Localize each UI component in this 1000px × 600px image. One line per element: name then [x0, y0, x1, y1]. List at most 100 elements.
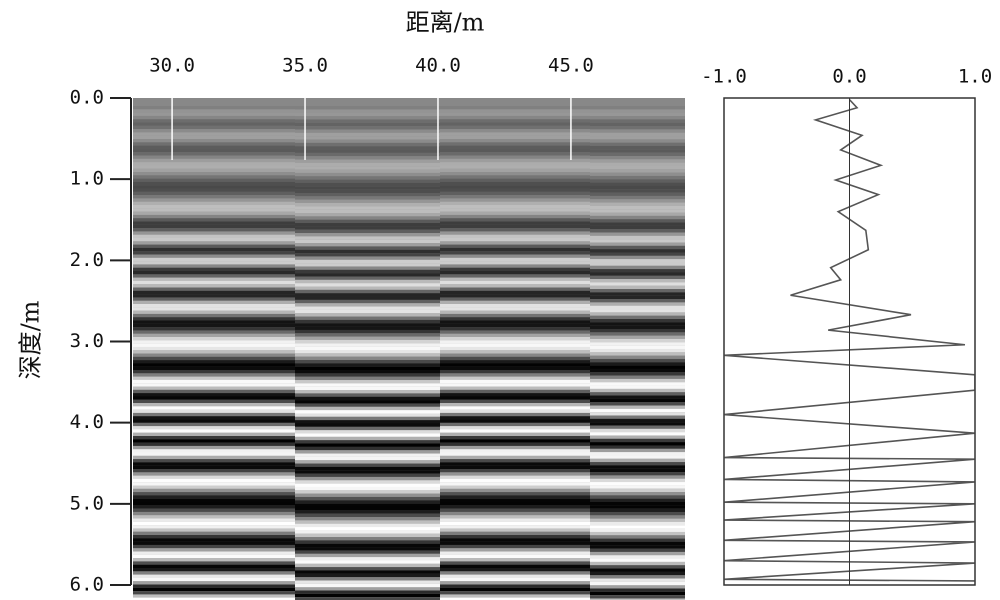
radargram-band [295, 289, 440, 294]
radargram-band [440, 317, 590, 321]
radargram-band [295, 139, 440, 143]
radargram-band [440, 445, 590, 450]
radargram-band [590, 425, 685, 429]
radargram-band [590, 269, 685, 273]
radargram-band [133, 188, 295, 192]
radargram-band [590, 325, 685, 330]
radargram-band [133, 112, 295, 116]
radargram-band [295, 296, 440, 300]
y-tick-label: 5.0 [70, 492, 104, 514]
radargram-band [133, 129, 295, 133]
radargram-band [295, 373, 440, 377]
radargram-band [590, 262, 685, 266]
radargram-band [133, 518, 295, 522]
radargram-band [295, 329, 440, 334]
radargram-band [133, 581, 295, 585]
radargram-band [440, 416, 590, 420]
radargram-band [295, 219, 440, 224]
radargram-band [295, 573, 440, 578]
x-tick-label: 0.0 [832, 66, 866, 88]
radargram-band [295, 460, 440, 464]
radargram-band [133, 442, 295, 446]
radargram-band [295, 169, 440, 173]
radargram-band [295, 129, 440, 133]
radargram-band [440, 218, 590, 222]
radargram-band [440, 257, 590, 262]
radargram-band [590, 155, 685, 160]
radargram-band [590, 558, 685, 562]
x-tick-label: 1.0 [958, 66, 992, 88]
radargram-band [440, 323, 590, 328]
radargram-band [590, 492, 685, 496]
radargram-band [295, 416, 440, 421]
radargram-band [133, 231, 295, 235]
radargram-band [133, 455, 295, 460]
radargram-band [590, 412, 685, 416]
radargram-band [133, 284, 295, 288]
radargram-band [295, 496, 440, 501]
radargram-band [133, 564, 295, 569]
radargram-band [590, 302, 685, 306]
radargram-band [440, 112, 590, 116]
radargram-band [440, 548, 590, 552]
radargram-band [295, 503, 440, 508]
radargram-band [295, 259, 440, 264]
radargram-band [440, 541, 590, 545]
radargram-band [295, 162, 440, 167]
radargram-band [295, 253, 440, 257]
radargram-band [295, 106, 440, 110]
radargram-band [590, 312, 685, 316]
radargram-band [590, 498, 685, 503]
radargram-band [590, 365, 685, 369]
radargram-band [440, 475, 590, 479]
radargram-band [440, 587, 590, 592]
radargram-band [295, 142, 440, 147]
radargram-band [440, 211, 590, 215]
radargram-band [133, 317, 295, 321]
radargram-band [295, 212, 440, 217]
radargram-band [133, 208, 295, 212]
radargram-band [590, 565, 685, 569]
radargram-band [133, 525, 295, 529]
radargram-band [440, 109, 590, 113]
radargram-band [295, 149, 440, 153]
radargram-band [295, 446, 440, 451]
radargram-band [590, 232, 685, 236]
radargram-band [133, 165, 295, 169]
radargram-band [440, 591, 590, 595]
radargram-band [295, 189, 440, 194]
radargram-band [133, 462, 295, 466]
radargram-band [295, 557, 440, 561]
radargram-band [295, 480, 440, 484]
radargram-band [133, 290, 295, 295]
radargram-band [133, 591, 295, 595]
radargram-band [590, 448, 685, 453]
x-tick-label: 40.0 [415, 55, 461, 77]
radargram-band [440, 386, 590, 390]
radargram-band [590, 285, 685, 290]
radargram-band [440, 482, 590, 486]
radargram-band [440, 356, 590, 361]
radargram-band [133, 224, 295, 229]
radargram-band [133, 132, 295, 136]
radargram-band [440, 287, 590, 291]
radargram-band [133, 492, 295, 496]
radargram-band [295, 206, 440, 210]
radargram-band [590, 199, 685, 203]
radargram-band [133, 142, 295, 146]
radargram-band [440, 122, 590, 126]
radargram-band [133, 469, 295, 473]
radargram-band [295, 186, 440, 190]
radargram-band [590, 179, 685, 183]
radargram-band [133, 370, 295, 374]
radargram-band [440, 251, 590, 255]
radargram-band [295, 590, 440, 594]
radargram-band [295, 256, 440, 260]
radargram-band [590, 212, 685, 216]
radargram-band [133, 449, 295, 453]
radargram-band [295, 319, 440, 324]
radargram-band [440, 198, 590, 202]
radargram-band [440, 571, 590, 575]
radargram-band [133, 412, 295, 417]
radargram-band [440, 264, 590, 268]
